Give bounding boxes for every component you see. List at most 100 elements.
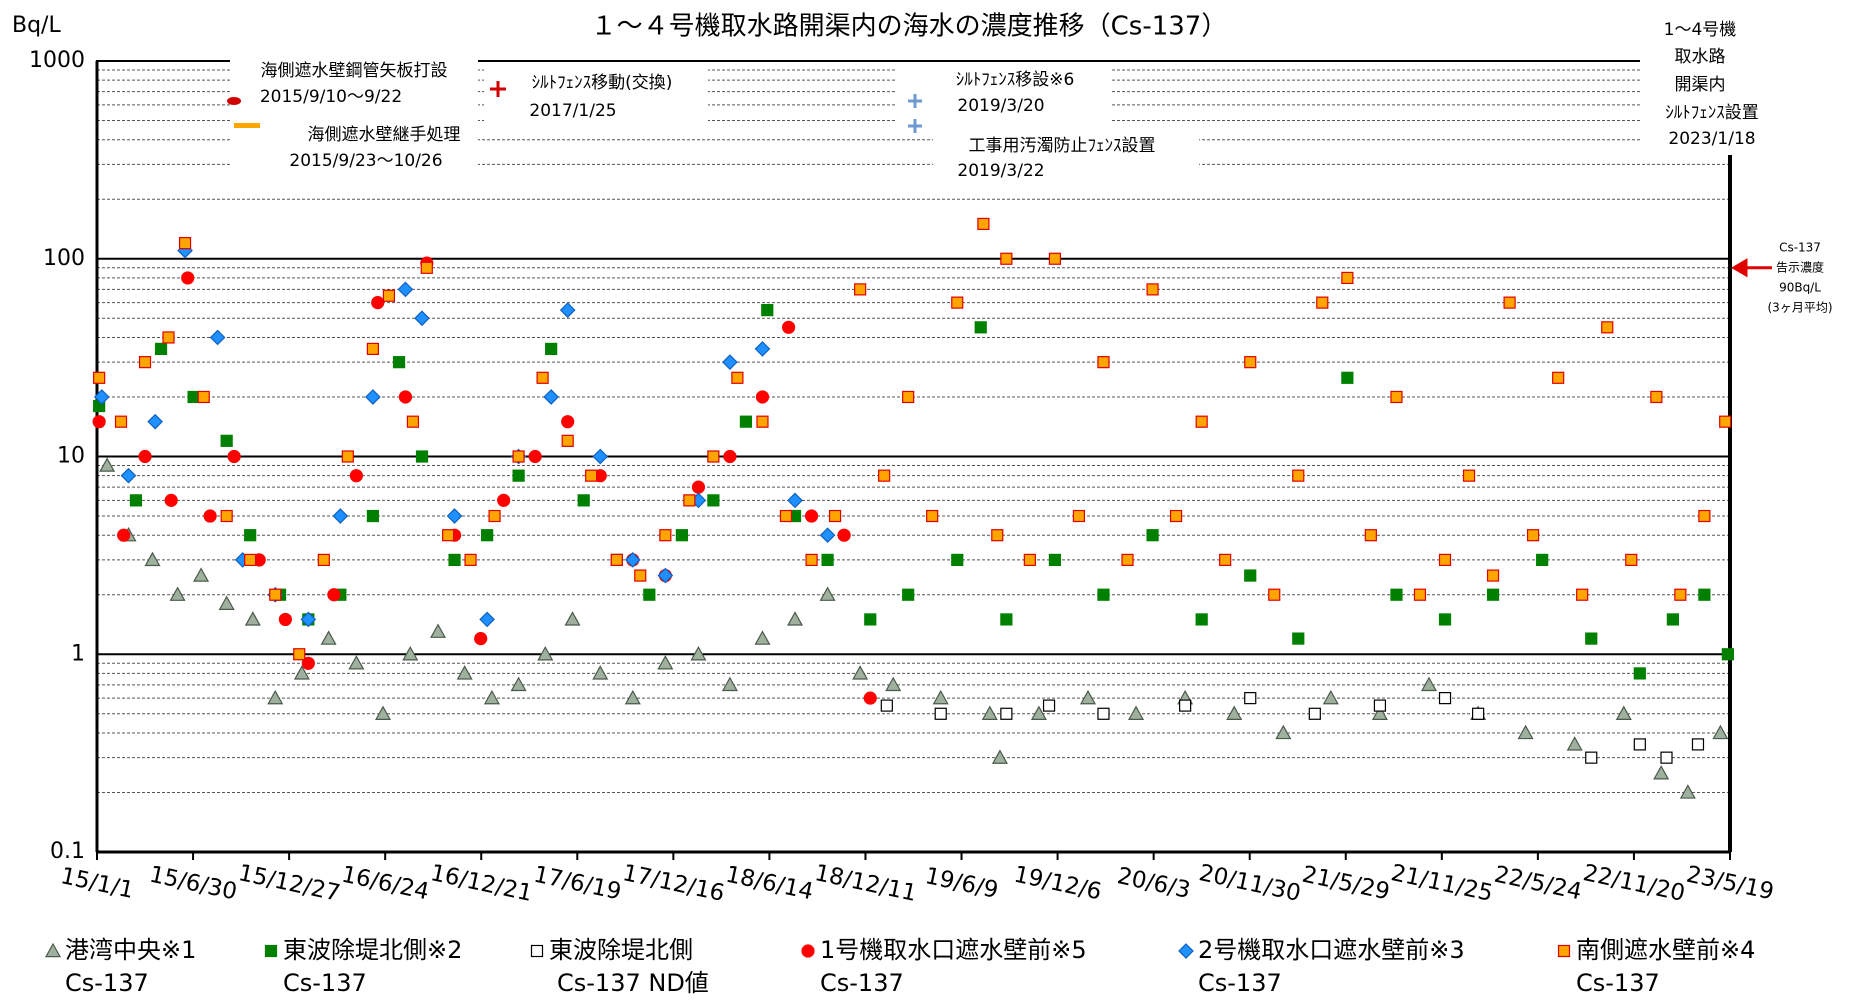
data-point [1650,390,1663,404]
data-point [164,493,178,507]
data-point [1566,736,1583,751]
data-point [446,508,463,524]
annotation: 海側遮水壁鋼管矢板打設 [261,61,448,81]
data-point [543,389,559,405]
legend-marker [1557,944,1571,958]
data-point [293,665,310,680]
data-point [690,646,707,661]
data-point [1195,415,1208,428]
data-point [1128,705,1145,720]
data-point [739,415,753,428]
annotation: 2015/9/10～9/22 [260,87,402,107]
data-point [371,296,385,310]
data-point [657,567,674,584]
data-point [1000,613,1013,626]
data-point [479,611,495,628]
chart-title: １～４号機取水路開渠内の海水の濃度推移（Cs-137） [591,12,1228,42]
data-point [1438,613,1452,626]
data-point [138,356,152,369]
data-point [397,281,414,298]
data-point [1674,588,1687,601]
data-point [120,467,137,484]
data-point [721,676,738,692]
annotation-box [230,53,478,177]
data-point [852,665,869,680]
data-point [429,623,447,638]
data-point [592,665,609,680]
data-point [819,527,836,544]
data-point [675,529,688,542]
limit-note: Cs-137 [1779,241,1821,255]
annotation: 2023/1/18 [1668,129,1755,149]
data-point [1721,648,1734,661]
data-point [1048,553,1062,566]
data-point [1585,751,1598,764]
data-point [754,341,771,357]
annotation: ｼﾙﾄﾌｪﾝｽ移動(交換) [532,73,673,93]
annotation: 海側遮水壁継手処理 [308,125,461,145]
data-point [683,494,696,507]
data-point [1371,705,1388,720]
data-point [1526,529,1540,542]
data-point [722,354,738,370]
data-point [1023,553,1036,566]
data-point [1341,271,1354,285]
data-point [332,508,349,524]
legend-marker [801,944,815,958]
data-point [1244,569,1257,582]
legend-marker [264,944,278,958]
limit-note: 告示濃度 [1776,260,1824,275]
data-point [1322,689,1339,705]
data-point [1364,529,1377,542]
data-point [300,611,317,628]
data-point [402,646,419,661]
data-point [442,529,455,542]
data-point [1503,296,1516,309]
data-point [269,588,282,601]
data-point [585,469,598,482]
data-point [169,586,186,601]
annotation-icon [490,81,506,97]
annotation-box [897,62,1111,126]
y-tick-label: 0.1 [50,839,85,864]
data-point [926,509,939,523]
data-point [420,261,433,274]
annotation-icon [908,94,922,108]
data-point [1275,724,1292,740]
data-point [691,480,706,494]
data-point [1292,469,1305,482]
data-point [819,586,836,601]
data-point [375,705,392,720]
data-point [117,528,131,542]
data-point [464,553,477,566]
data-point [561,434,574,447]
data-point [1472,707,1485,720]
data-point [1679,784,1696,799]
data-point [1000,252,1013,265]
annotation-box [1640,15,1765,155]
data-point [227,449,241,464]
data-point [327,588,341,602]
data-point [1373,699,1387,712]
data-point [1146,283,1159,296]
data-point [1666,613,1679,626]
data-point [1244,692,1257,705]
data-point [1625,553,1638,566]
data-point [481,529,494,542]
data-point [974,321,987,334]
data-point [805,553,818,566]
data-point [902,588,915,601]
data-point [1097,707,1110,720]
annotation: 2015/9/23～10/26 [289,151,442,171]
data-point [365,389,381,405]
annotation: 2019/3/20 [957,96,1044,116]
data-point [114,415,128,428]
data-point [1097,588,1110,601]
data-point [382,289,396,302]
data-point [902,390,915,404]
data-point [536,371,549,384]
data-point [293,648,306,661]
data-point [1097,356,1110,369]
data-point [564,611,581,626]
